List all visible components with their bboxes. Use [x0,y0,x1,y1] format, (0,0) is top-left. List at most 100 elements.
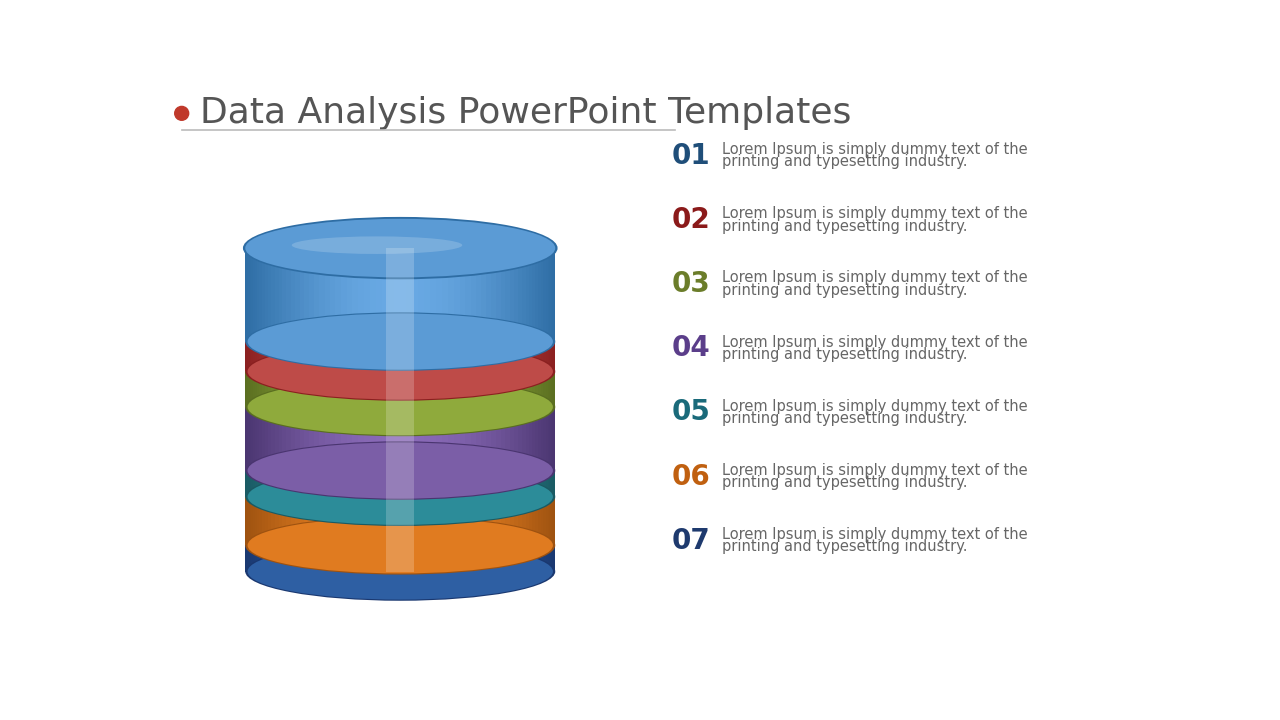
Polygon shape [340,341,347,372]
Polygon shape [545,372,548,407]
Polygon shape [544,341,545,372]
Polygon shape [271,471,275,497]
Polygon shape [443,372,448,407]
Polygon shape [381,407,388,471]
Polygon shape [352,341,358,372]
Polygon shape [250,248,251,341]
Polygon shape [388,407,394,471]
Polygon shape [539,248,541,341]
Polygon shape [310,407,314,471]
Polygon shape [436,497,443,545]
Polygon shape [539,545,541,572]
Polygon shape [265,471,268,497]
Polygon shape [287,341,291,372]
Polygon shape [465,248,471,341]
Polygon shape [454,372,460,407]
Polygon shape [275,248,279,341]
Polygon shape [352,407,358,471]
Polygon shape [376,471,381,497]
Polygon shape [492,341,497,372]
Polygon shape [448,248,454,341]
Polygon shape [548,407,549,471]
Polygon shape [481,341,486,372]
Polygon shape [262,497,265,545]
Polygon shape [310,372,314,407]
Polygon shape [518,471,522,497]
Polygon shape [532,545,535,572]
Polygon shape [492,471,497,497]
Polygon shape [260,341,262,372]
Polygon shape [287,407,291,471]
Polygon shape [425,248,430,341]
Polygon shape [275,471,279,497]
Polygon shape [460,471,465,497]
Polygon shape [549,248,550,341]
Polygon shape [425,341,430,372]
Polygon shape [515,497,518,545]
Polygon shape [319,545,325,572]
Polygon shape [486,341,492,372]
Polygon shape [460,372,465,407]
Polygon shape [279,471,283,497]
Polygon shape [471,372,476,407]
Polygon shape [518,248,522,341]
Polygon shape [454,407,460,471]
Polygon shape [271,407,275,471]
Ellipse shape [246,342,556,401]
Polygon shape [443,471,448,497]
Polygon shape [250,341,251,372]
Polygon shape [255,407,257,471]
Polygon shape [539,407,541,471]
Polygon shape [497,497,500,545]
Polygon shape [300,545,305,572]
Polygon shape [330,545,335,572]
Polygon shape [481,545,486,572]
Polygon shape [358,372,364,407]
Polygon shape [253,471,255,497]
Polygon shape [347,545,352,572]
Polygon shape [522,372,526,407]
Polygon shape [275,407,279,471]
Polygon shape [394,341,401,372]
Polygon shape [265,341,268,372]
Polygon shape [283,407,287,471]
Polygon shape [370,341,376,372]
Polygon shape [460,248,465,341]
Polygon shape [436,248,443,341]
Polygon shape [376,341,381,372]
Polygon shape [430,372,436,407]
Polygon shape [535,341,539,372]
Polygon shape [544,471,545,497]
Polygon shape [539,372,541,407]
Polygon shape [335,497,340,545]
Polygon shape [541,471,544,497]
Polygon shape [265,248,268,341]
Polygon shape [268,248,271,341]
Polygon shape [406,341,412,372]
Polygon shape [364,497,370,545]
Ellipse shape [246,312,556,371]
Polygon shape [251,471,253,497]
Text: 03: 03 [672,270,710,298]
Text: Data Analysis PowerPoint Templates: Data Analysis PowerPoint Templates [200,96,851,130]
Polygon shape [419,471,425,497]
Polygon shape [476,471,481,497]
Polygon shape [506,497,509,545]
Polygon shape [319,248,325,341]
Polygon shape [248,545,250,572]
Polygon shape [330,497,335,545]
Polygon shape [253,407,255,471]
Polygon shape [465,341,471,372]
Polygon shape [340,407,347,471]
Polygon shape [412,372,419,407]
Polygon shape [248,248,250,341]
Polygon shape [481,471,486,497]
Polygon shape [275,372,279,407]
Text: printing and typesetting industry.: printing and typesetting industry. [722,347,968,362]
Polygon shape [347,497,352,545]
Polygon shape [532,248,535,341]
Polygon shape [257,407,260,471]
Polygon shape [529,341,532,372]
Polygon shape [529,248,532,341]
Polygon shape [465,407,471,471]
